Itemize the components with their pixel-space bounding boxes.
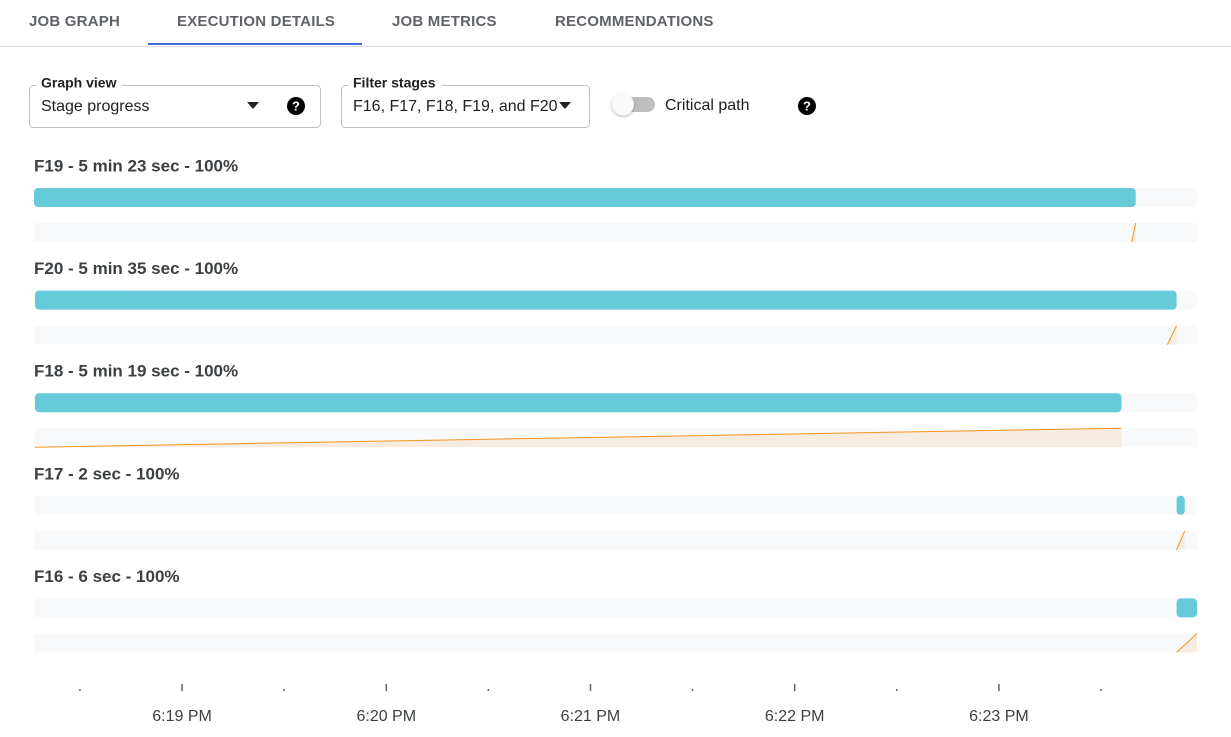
timeline-chart: F19 - 5 min 23 sec - 100% F20 - 5 min 35 … [34, 156, 1198, 725]
progress-line [1131, 222, 1137, 243]
tab[interactable]: RECOMMENDATIONS [555, 13, 714, 30]
stage-bar [1176, 598, 1197, 618]
stage-label: F19 - 5 min 23 sec - 100% [34, 156, 238, 175]
progress-line [1176, 633, 1198, 653]
svg-text:?: ? [292, 98, 300, 113]
stage-label: F18 - 5 min 19 sec - 100% [34, 362, 238, 381]
tab[interactable]: JOB METRICS [392, 13, 497, 30]
progress-track [34, 633, 1197, 653]
toggle-knob [612, 93, 634, 116]
help-icon[interactable]: ? [798, 97, 816, 115]
select-value: Stage progress [41, 98, 150, 115]
svg-text:?: ? [803, 98, 811, 113]
dropdown-arrow [247, 102, 259, 109]
x-tick-label: 6:22 PM [765, 708, 825, 725]
help-icon[interactable]: ? [287, 97, 305, 115]
stage-bar [1176, 495, 1185, 515]
stage-bar [34, 188, 1136, 207]
x-tick-label: 6:21 PM [561, 708, 621, 725]
bar-track [34, 495, 1197, 515]
progress-line [35, 427, 1122, 448]
progress-track [34, 325, 1197, 345]
dropdown-arrow [559, 102, 571, 109]
tab-bar: JOB GRAPH EXECUTION DETAILS JOB METRICS REC… [29, 13, 714, 45]
stage-label: F16 - 6 sec - 100% [34, 567, 180, 586]
stage-label: F17 - 2 sec - 100% [34, 464, 180, 483]
progress-track [34, 530, 1197, 550]
progress-line [1176, 530, 1186, 550]
progress-line [1166, 325, 1178, 345]
critical-path-toggle[interactable] [612, 93, 655, 116]
stage-label: F20 - 5 min 35 sec - 100% [34, 259, 238, 278]
x-tick-label: 6:19 PM [152, 708, 212, 725]
toggle-label: Critical path [665, 97, 749, 114]
select-label: Filter stages [353, 75, 436, 91]
stage-bar [35, 290, 1177, 310]
x-tick-label: 6:23 PM [969, 708, 1029, 725]
x-tick-label: 6:20 PM [356, 708, 416, 725]
active-tab-indicator [148, 43, 362, 45]
select-value: F16, F17, F18, F19, and F20 [353, 98, 558, 115]
progress-track [34, 223, 1197, 242]
bar-track [34, 598, 1197, 618]
stage-bar [35, 393, 1122, 413]
graph-view-select[interactable]: Graph view Stage progress [29, 75, 321, 128]
select-label: Graph view [41, 75, 117, 91]
tab[interactable]: JOB GRAPH [29, 13, 120, 30]
tab[interactable]: EXECUTION DETAILS [177, 13, 335, 30]
filter-stages-select[interactable]: Filter stages F16, F17, F18, F19, and F2… [341, 75, 590, 128]
